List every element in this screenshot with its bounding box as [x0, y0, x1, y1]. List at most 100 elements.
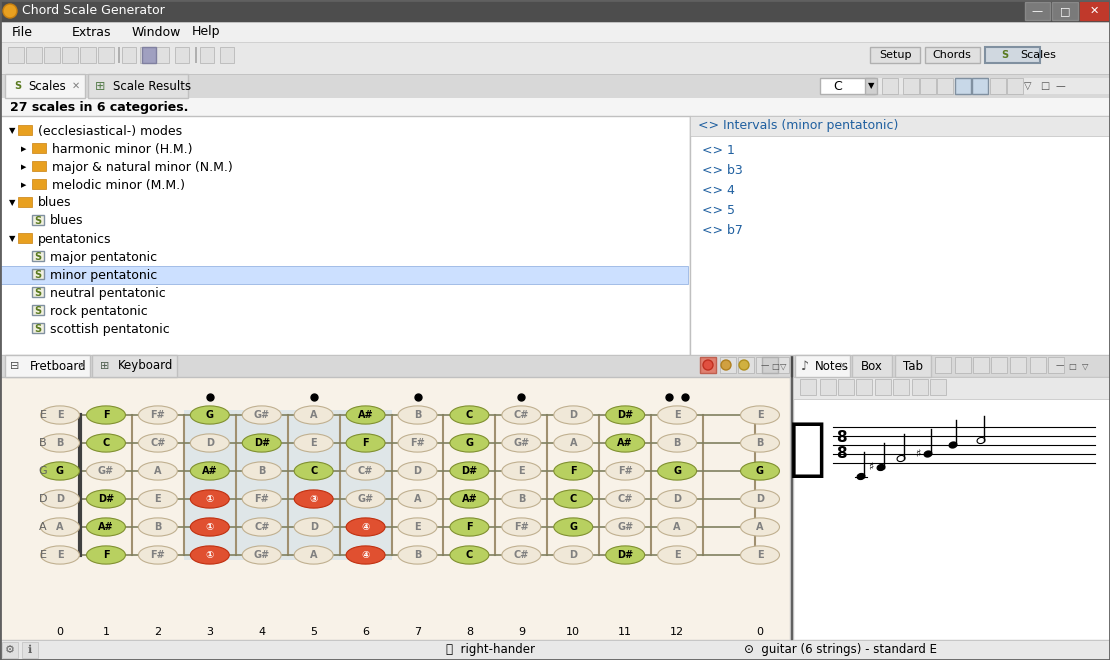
Text: C: C: [310, 466, 317, 476]
Bar: [200, 47, 214, 63]
Ellipse shape: [294, 406, 333, 424]
Text: <> Intervals (minor pentatonic): <> Intervals (minor pentatonic): [698, 119, 898, 133]
Text: ▶: ▶: [21, 182, 27, 188]
Ellipse shape: [87, 546, 125, 564]
Ellipse shape: [294, 490, 333, 508]
Text: ▶: ▶: [21, 146, 27, 152]
Ellipse shape: [657, 434, 697, 452]
Text: F#: F#: [410, 438, 425, 448]
Bar: [904, 78, 919, 94]
Text: S: S: [34, 288, 41, 298]
Ellipse shape: [346, 546, 385, 564]
Bar: [690, 116, 1110, 355]
Ellipse shape: [740, 462, 779, 480]
Ellipse shape: [41, 518, 80, 536]
Bar: [6, 74, 85, 98]
Text: D#: D#: [617, 410, 633, 420]
Ellipse shape: [41, 434, 80, 452]
Text: ✕: ✕: [78, 361, 87, 371]
Text: □: □: [1040, 81, 1050, 91]
Text: ▼: ▼: [868, 81, 875, 90]
Bar: [690, 116, 1110, 136]
Text: ▼: ▼: [9, 234, 16, 244]
Text: Chords: Chords: [932, 50, 971, 60]
Text: (ecclesiastical-) modes: (ecclesiastical-) modes: [38, 125, 182, 137]
Text: A#: A#: [98, 522, 113, 532]
Text: D: D: [39, 494, 48, 504]
Text: B: B: [57, 438, 63, 448]
Text: E: E: [57, 550, 63, 560]
Ellipse shape: [41, 490, 80, 508]
Text: C#: C#: [514, 410, 529, 420]
Bar: [793, 355, 1110, 377]
Text: F: F: [569, 466, 576, 476]
Text: 11: 11: [618, 627, 633, 637]
Text: A: A: [569, 438, 577, 448]
Text: C: C: [832, 79, 841, 92]
Circle shape: [703, 360, 713, 370]
Ellipse shape: [606, 434, 645, 452]
Text: G#: G#: [254, 410, 270, 420]
Text: Extras: Extras: [72, 26, 111, 38]
Text: ④: ④: [362, 550, 370, 560]
Ellipse shape: [554, 490, 593, 508]
Bar: [955, 78, 971, 94]
Text: scottish pentatonic: scottish pentatonic: [50, 323, 170, 335]
Ellipse shape: [740, 406, 779, 424]
Text: C#: C#: [357, 466, 373, 476]
Bar: [912, 379, 928, 395]
Text: B: B: [39, 438, 47, 448]
Ellipse shape: [502, 490, 541, 508]
Text: Tab: Tab: [904, 360, 924, 372]
Circle shape: [722, 360, 731, 370]
Text: G: G: [205, 410, 214, 420]
Ellipse shape: [398, 406, 437, 424]
Text: S: S: [1001, 50, 1009, 60]
Text: S: S: [34, 252, 41, 262]
Text: ⊞: ⊞: [94, 79, 105, 92]
Text: C: C: [466, 550, 473, 560]
Ellipse shape: [398, 462, 437, 480]
Bar: [894, 379, 909, 395]
Text: Notes: Notes: [815, 360, 849, 372]
Text: C#: C#: [514, 550, 529, 560]
Ellipse shape: [554, 518, 593, 536]
Text: D#: D#: [462, 466, 477, 476]
Text: blues: blues: [50, 214, 83, 228]
Bar: [18, 197, 32, 207]
Text: S: S: [14, 81, 21, 91]
Ellipse shape: [242, 546, 281, 564]
Text: A#: A#: [202, 466, 218, 476]
Bar: [18, 125, 32, 135]
Ellipse shape: [294, 434, 333, 452]
Text: Chord Scale Generator: Chord Scale Generator: [22, 5, 164, 18]
Ellipse shape: [897, 455, 905, 461]
Ellipse shape: [450, 518, 488, 536]
Text: ▶: ▶: [21, 164, 27, 170]
Bar: [184, 410, 392, 560]
Ellipse shape: [87, 406, 125, 424]
Text: E: E: [57, 410, 63, 420]
Text: A: A: [674, 522, 680, 532]
Ellipse shape: [398, 518, 437, 536]
Text: □: □: [1068, 362, 1076, 370]
Bar: [920, 78, 936, 94]
Ellipse shape: [346, 406, 385, 424]
Ellipse shape: [657, 462, 697, 480]
Text: <> b3: <> b3: [702, 164, 743, 178]
Ellipse shape: [139, 406, 178, 424]
Ellipse shape: [346, 434, 385, 452]
Ellipse shape: [41, 546, 80, 564]
Text: pentatonics: pentatonics: [38, 232, 111, 246]
Bar: [32, 161, 46, 171]
Text: 𝄞: 𝄞: [789, 418, 827, 480]
Text: B: B: [756, 438, 764, 448]
Text: E: E: [311, 438, 317, 448]
Text: A#: A#: [462, 494, 477, 504]
Ellipse shape: [606, 490, 645, 508]
Ellipse shape: [877, 465, 885, 471]
Circle shape: [739, 360, 749, 370]
Bar: [80, 47, 95, 63]
Ellipse shape: [657, 518, 697, 536]
Bar: [1025, 2, 1050, 20]
